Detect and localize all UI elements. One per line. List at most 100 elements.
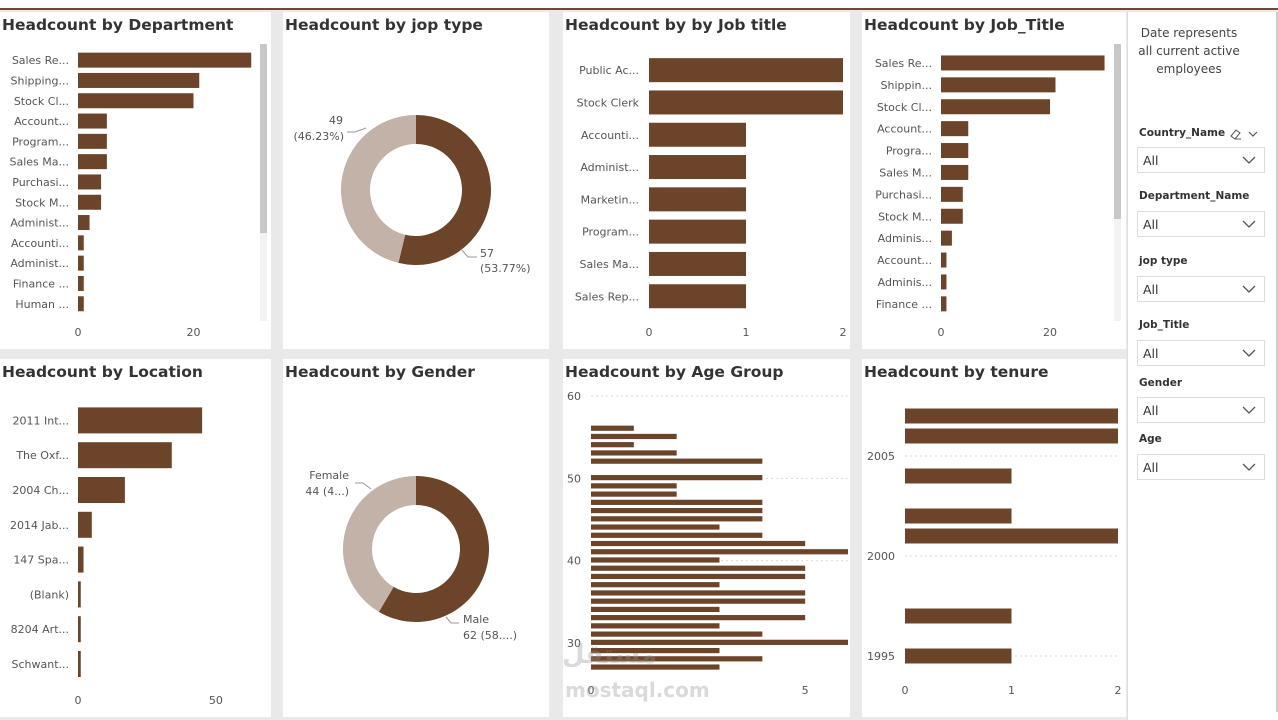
scrollbar-thumb xyxy=(1114,44,1121,219)
category-label: Adminis... xyxy=(878,232,932,245)
card-title: Headcount by tenure xyxy=(864,363,1049,381)
bar xyxy=(78,235,84,251)
agegroup-bar-chart: 30 40 50 60 0 5 xyxy=(567,390,848,697)
bar xyxy=(78,581,81,608)
bar xyxy=(941,252,947,268)
y-tick-label: 30 xyxy=(567,637,581,650)
category-label: Account... xyxy=(14,115,69,128)
card-headcount-by-gender[interactable]: Headcount by Gender Female 44 (4...) Male 6… xyxy=(283,359,549,717)
bar xyxy=(78,215,90,231)
bar xyxy=(591,450,677,456)
x-tick-label: 1 xyxy=(743,326,750,339)
category-label: Shippin... xyxy=(881,79,933,92)
data-label: 62 (58....) xyxy=(463,629,517,642)
bar xyxy=(941,121,969,137)
bar xyxy=(591,623,720,629)
bar xyxy=(649,58,843,83)
donut-slice xyxy=(398,115,491,265)
bar xyxy=(78,113,107,129)
filter-panel: Date represents all current active emplo… xyxy=(1127,12,1278,720)
category-label: 147 Spa... xyxy=(13,554,69,567)
bar xyxy=(941,296,947,312)
slicer-label-jop-type: jop type xyxy=(1139,255,1188,267)
legend-label: Male xyxy=(463,613,489,626)
data-label: 49 xyxy=(329,114,343,127)
bar xyxy=(591,606,720,612)
category-label: Administ... xyxy=(10,257,69,270)
job-title-dropdown[interactable]: All xyxy=(1137,340,1265,366)
bar xyxy=(591,507,763,514)
card-headcount-by-department[interactable]: Headcount by Department Sales Re... Shipp… xyxy=(0,12,271,349)
card-headcount-by-tenure[interactable]: Headcount by tenure 2005 2000 1995 0 1 2 xyxy=(862,359,1126,717)
category-label: Accounti... xyxy=(581,129,639,142)
bar xyxy=(941,230,952,246)
y-tick-label: 2005 xyxy=(867,450,895,463)
age-dropdown[interactable]: All xyxy=(1137,454,1265,480)
country-name-dropdown[interactable]: All xyxy=(1137,147,1265,173)
x-tick-label: 0 xyxy=(75,326,82,339)
bar xyxy=(78,174,102,190)
bar xyxy=(78,52,252,68)
card-headcount-by-job-title[interactable]: Headcount by by Job title Public Ac... St… xyxy=(563,12,850,349)
bar xyxy=(78,546,84,573)
bar xyxy=(905,428,1118,444)
dropdown-value: All xyxy=(1143,346,1159,361)
chevron-down-icon xyxy=(1242,463,1256,471)
category-label: Stock M... xyxy=(15,196,69,209)
bar xyxy=(78,296,84,312)
jobtitle2-bar-chart: Sales Re... Shippin... Stock Cl... Account.… xyxy=(875,44,1121,339)
category-label: Program... xyxy=(582,226,639,239)
category-label: Marketin... xyxy=(581,193,639,206)
y-tick-label: 1995 xyxy=(867,650,895,663)
category-label: Sales Ma... xyxy=(580,258,640,271)
bar xyxy=(941,164,969,180)
bar xyxy=(591,582,720,588)
chevron-down-icon xyxy=(1242,285,1256,293)
x-tick-label: 0 xyxy=(938,326,945,339)
category-label: Account... xyxy=(877,123,932,136)
bar xyxy=(591,549,848,555)
card-headcount-by-age-group[interactable]: Headcount by Age Group 30 40 50 60 0 5 xyxy=(563,359,850,717)
category-label: Account... xyxy=(877,254,932,267)
bar xyxy=(941,77,1056,93)
bar xyxy=(78,442,172,469)
data-label: 57 xyxy=(480,247,494,260)
bar xyxy=(591,598,806,604)
card-headcount-by-jop-type[interactable]: Headcount by jop type 57 (53.77%) 49 (46.23… xyxy=(283,12,549,349)
watermark-arabic: مستقل xyxy=(562,640,658,670)
x-tick-label: 1 xyxy=(1008,684,1015,697)
slicer-label-country: Country_Name xyxy=(1139,127,1226,139)
page-scrollbar[interactable] xyxy=(1276,12,1278,712)
category-label: Purchasi... xyxy=(875,188,932,201)
department-name-dropdown[interactable]: All xyxy=(1137,211,1265,237)
bar xyxy=(591,524,720,530)
bar xyxy=(591,557,720,563)
bar xyxy=(941,274,947,290)
bar xyxy=(905,528,1118,544)
bar xyxy=(591,532,763,538)
card-title: Headcount by Age Group xyxy=(565,363,784,381)
x-tick-label: 20 xyxy=(186,326,200,339)
bar xyxy=(905,468,1012,484)
jop-type-dropdown[interactable]: All xyxy=(1137,276,1265,302)
category-label: Sales M... xyxy=(879,166,932,179)
y-tick-label: 50 xyxy=(567,472,581,485)
chevron-down-icon[interactable] xyxy=(1248,131,1258,137)
card-headcount-by-location[interactable]: Headcount by Location 2011 Int... The Oxf… xyxy=(0,359,271,717)
card-headcount-by-job-title-2[interactable]: Headcount by Job_Title Sales Re... Shippi… xyxy=(862,12,1126,349)
bar xyxy=(78,477,125,503)
card-title: Headcount by by Job title xyxy=(565,16,787,34)
leader-line xyxy=(460,248,477,258)
bar xyxy=(591,615,806,621)
dropdown-value: All xyxy=(1143,460,1159,475)
category-label: Stock Cl... xyxy=(14,95,69,108)
bar xyxy=(649,284,746,309)
bar xyxy=(78,511,92,538)
dropdown-value: All xyxy=(1143,403,1159,418)
category-label: Finance ... xyxy=(876,298,932,311)
gender-dropdown[interactable]: All xyxy=(1137,397,1265,423)
category-label: Human ... xyxy=(15,298,69,311)
bar xyxy=(591,639,848,645)
eraser-icon[interactable] xyxy=(1230,129,1241,140)
scrollbar-thumb xyxy=(260,44,267,233)
